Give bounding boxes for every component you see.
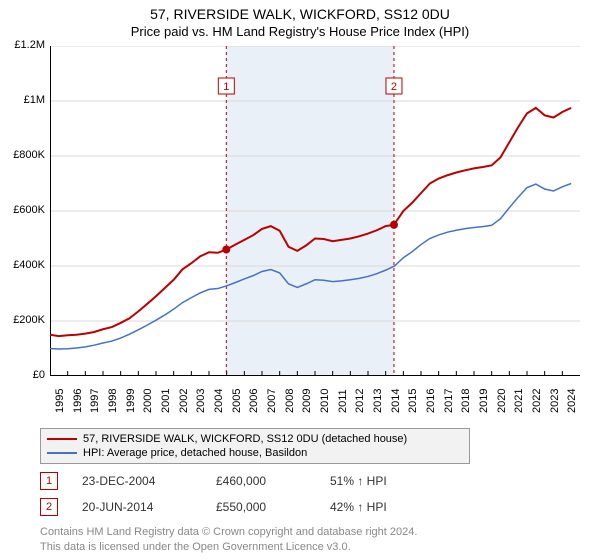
footer-line: Contains HM Land Registry data © Crown c… (40, 525, 417, 539)
y-tick-label: £400K (13, 259, 45, 271)
footer-attribution: Contains HM Land Registry data © Crown c… (40, 525, 417, 554)
x-tick-label: 2005 (231, 389, 243, 413)
x-tick-label: 1996 (72, 389, 84, 413)
chart-subtitle: Price paid vs. HM Land Registry's House … (0, 24, 600, 39)
sale-delta: 51% ↑ HPI (330, 474, 387, 488)
sale-price: £460,000 (216, 474, 306, 488)
svg-text:2: 2 (391, 81, 397, 93)
y-tick-label: £600K (13, 204, 45, 216)
chart-title: 57, RIVERSIDE WALK, WICKFORD, SS12 0DU (0, 6, 600, 22)
x-tick-label: 2002 (178, 389, 190, 413)
x-tick-label: 2017 (443, 389, 455, 413)
y-tick-label: £1M (24, 94, 45, 106)
x-tick-label: 2006 (248, 389, 260, 413)
y-tick-label: £200K (13, 314, 45, 326)
x-tick-label: 2013 (372, 389, 384, 413)
x-tick-label: 2010 (319, 389, 331, 413)
y-tick-label: £800K (13, 149, 45, 161)
x-tick-label: 1998 (107, 389, 119, 413)
y-tick-label: £1.2M (14, 39, 45, 51)
legend-swatch-icon (47, 438, 77, 440)
sale-price: £550,000 (216, 500, 306, 514)
y-tick-label: £0 (33, 369, 45, 381)
x-tick-label: 2023 (549, 389, 561, 413)
x-tick-label: 2011 (337, 389, 349, 413)
x-tick-label: 2008 (284, 389, 296, 413)
x-tick-label: 2001 (160, 389, 172, 413)
sale-date: 23-DEC-2004 (82, 474, 192, 488)
x-tick-label: 2004 (213, 389, 225, 413)
sale-marker-icon: 1 (40, 472, 58, 490)
legend-item: HPI: Average price, detached house, Basi… (47, 446, 463, 460)
x-tick-label: 2020 (496, 389, 508, 413)
legend: 57, RIVERSIDE WALK, WICKFORD, SS12 0DU (… (40, 428, 470, 464)
x-tick-label: 2014 (390, 389, 402, 413)
x-tick-label: 2021 (513, 389, 525, 413)
legend-label: HPI: Average price, detached house, Basi… (83, 447, 307, 459)
x-tick-label: 2019 (478, 389, 490, 413)
legend-item: 57, RIVERSIDE WALK, WICKFORD, SS12 0DU (… (47, 432, 463, 446)
x-tick-label: 2015 (407, 389, 419, 413)
x-axis-labels: 1995 1996 1997 1998 1999 2000 2001 2002 2003 2004… (50, 378, 580, 428)
sale-marker-icon: 2 (40, 498, 58, 516)
x-tick-label: 2003 (195, 389, 207, 413)
x-tick-label: 2018 (460, 389, 472, 413)
sale-date: 20-JUN-2014 (82, 500, 192, 514)
x-tick-label: 1995 (54, 389, 66, 413)
x-tick-label: 2022 (531, 389, 543, 413)
x-tick-label: 2024 (566, 389, 578, 413)
x-tick-label: 2016 (425, 389, 437, 413)
x-tick-label: 2000 (142, 389, 154, 413)
sale-row: 1 23-DEC-2004 £460,000 51% ↑ HPI (40, 472, 387, 490)
sale-row: 2 20-JUN-2014 £550,000 42% ↑ HPI (40, 498, 387, 516)
x-tick-label: 2012 (354, 389, 366, 413)
x-tick-label: 1997 (89, 389, 101, 413)
x-tick-label: 1999 (125, 389, 137, 413)
legend-label: 57, RIVERSIDE WALK, WICKFORD, SS12 0DU (… (83, 433, 407, 445)
legend-swatch-icon (47, 452, 77, 454)
footer-line: This data is licensed under the Open Gov… (40, 540, 417, 554)
x-tick-label: 2009 (301, 389, 313, 413)
x-tick-label: 2007 (266, 389, 278, 413)
sale-delta: 42% ↑ HPI (330, 500, 387, 514)
svg-text:1: 1 (223, 81, 229, 93)
chart-area: 12 (50, 46, 580, 376)
